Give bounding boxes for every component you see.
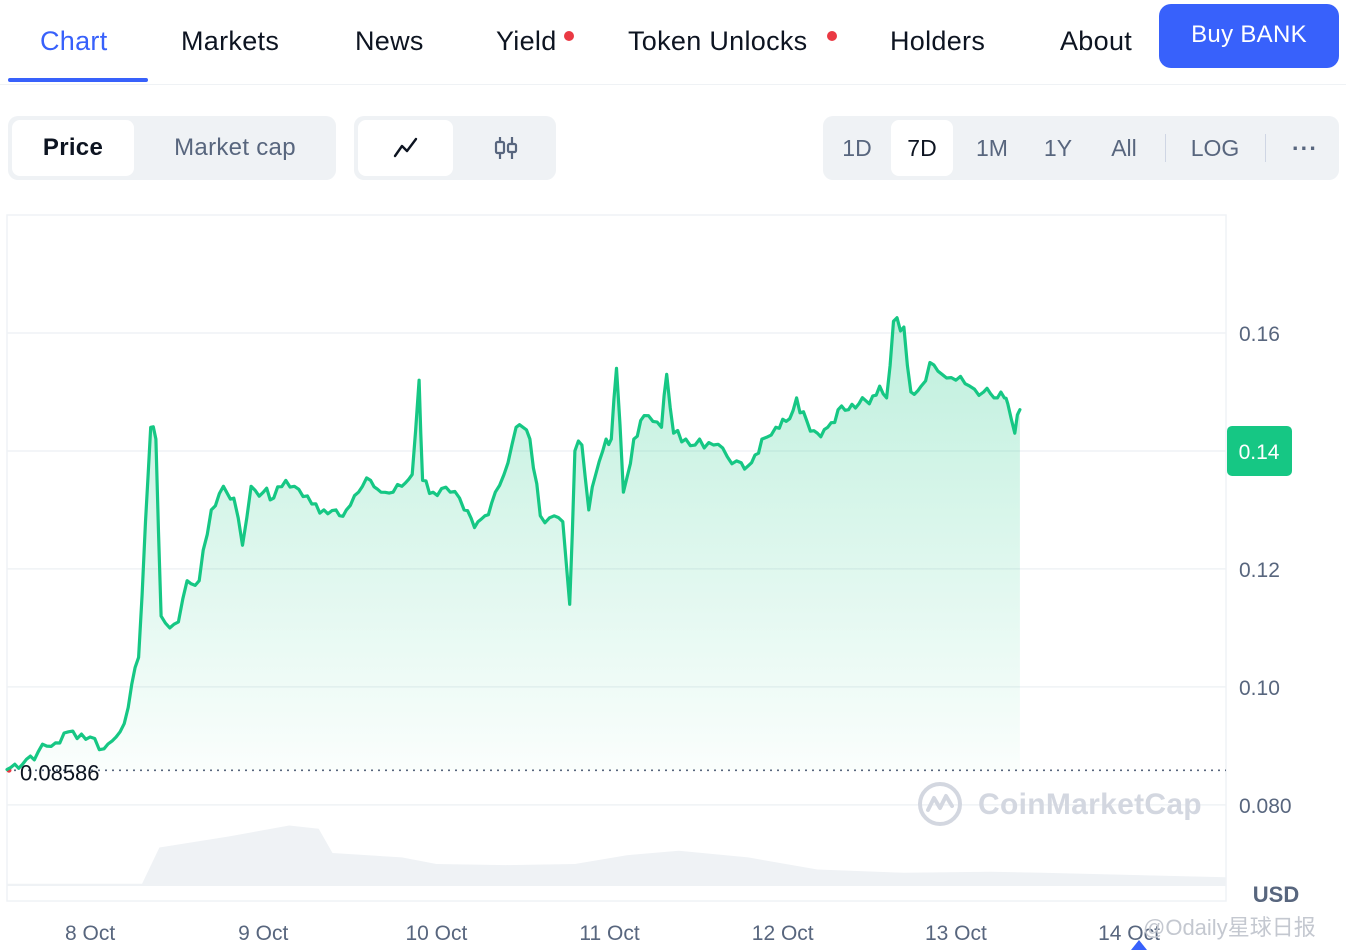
yield-notification-dot — [564, 31, 574, 41]
buy-bank-button[interactable]: Buy BANK — [1159, 4, 1339, 68]
range-7d[interactable]: 7D — [891, 120, 953, 176]
tab-about[interactable]: About — [1060, 26, 1133, 56]
range-1y[interactable]: 1Y — [1043, 135, 1073, 161]
x-tick-label: 12 Oct — [752, 922, 814, 945]
tab-holders[interactable]: Holders — [890, 26, 986, 56]
watermark-text: CoinMarketCap — [978, 788, 1202, 821]
current-price-label: 0.14 — [1239, 441, 1280, 464]
range-all[interactable]: All — [1111, 135, 1137, 161]
x-tick-label: 10 Oct — [405, 922, 467, 945]
y-tick-label: 0.12 — [1239, 559, 1280, 582]
x-tick-label: 8 Oct — [65, 922, 115, 945]
metric-toggle: Price Market cap — [8, 116, 336, 180]
tab-markets[interactable]: Markets — [181, 26, 280, 56]
price-area-fill — [7, 317, 1020, 771]
plot-frame — [6, 214, 1227, 902]
chart-style-toggle — [354, 116, 556, 180]
range-divider — [1165, 134, 1166, 162]
y-tick-label: 0.080 — [1239, 795, 1292, 818]
price-line — [5, 316, 1022, 772]
more-options-button[interactable]: ··· — [1292, 135, 1318, 161]
x-tick-label: 14 Oct — [1098, 922, 1160, 945]
active-tab-indicator — [8, 78, 148, 82]
x-tick-label: 13 Oct — [925, 922, 987, 945]
x-tick-label: 11 Oct — [579, 922, 639, 945]
log-scale-button[interactable]: LOG — [1190, 135, 1240, 161]
scroll-marker[interactable] — [1131, 940, 1147, 950]
tab-yield[interactable]: Yield — [496, 26, 557, 56]
line-chart-button[interactable] — [358, 120, 453, 176]
currency-label: USD — [1253, 882, 1299, 907]
range-1d[interactable]: 1D — [842, 135, 872, 161]
token-unlocks-notification-dot — [827, 31, 837, 41]
x-tick-label: 9 Oct — [238, 922, 288, 945]
candlestick-icon — [494, 137, 518, 159]
tab-token-unlocks[interactable]: Token Unlocks — [628, 26, 808, 56]
time-range-group: 1D 7D 1M 1Y All LOG ··· — [823, 116, 1339, 180]
tab-chart[interactable]: Chart — [40, 26, 108, 56]
tab-news[interactable]: News — [355, 26, 424, 56]
price-toggle[interactable]: Price — [12, 120, 134, 176]
candlestick-chart-button[interactable] — [457, 120, 552, 176]
line-chart-icon — [393, 137, 418, 158]
source-caption: @Odaily星球日报 — [1143, 915, 1316, 940]
top-nav: Chart Markets News Yield Token Unlocks H… — [0, 0, 1346, 85]
y-tick-label: 0.10 — [1239, 677, 1280, 700]
y-tick-label: 0.16 — [1239, 323, 1280, 346]
open-price-label: 0.08586 — [20, 760, 100, 785]
market-cap-toggle[interactable]: Market cap — [174, 134, 296, 161]
current-price-badge — [1227, 425, 1292, 476]
range-divider — [1265, 134, 1266, 162]
coinmarketcap-logo-icon — [918, 782, 962, 826]
volume-area — [7, 825, 1226, 886]
range-1m[interactable]: 1M — [976, 135, 1008, 161]
